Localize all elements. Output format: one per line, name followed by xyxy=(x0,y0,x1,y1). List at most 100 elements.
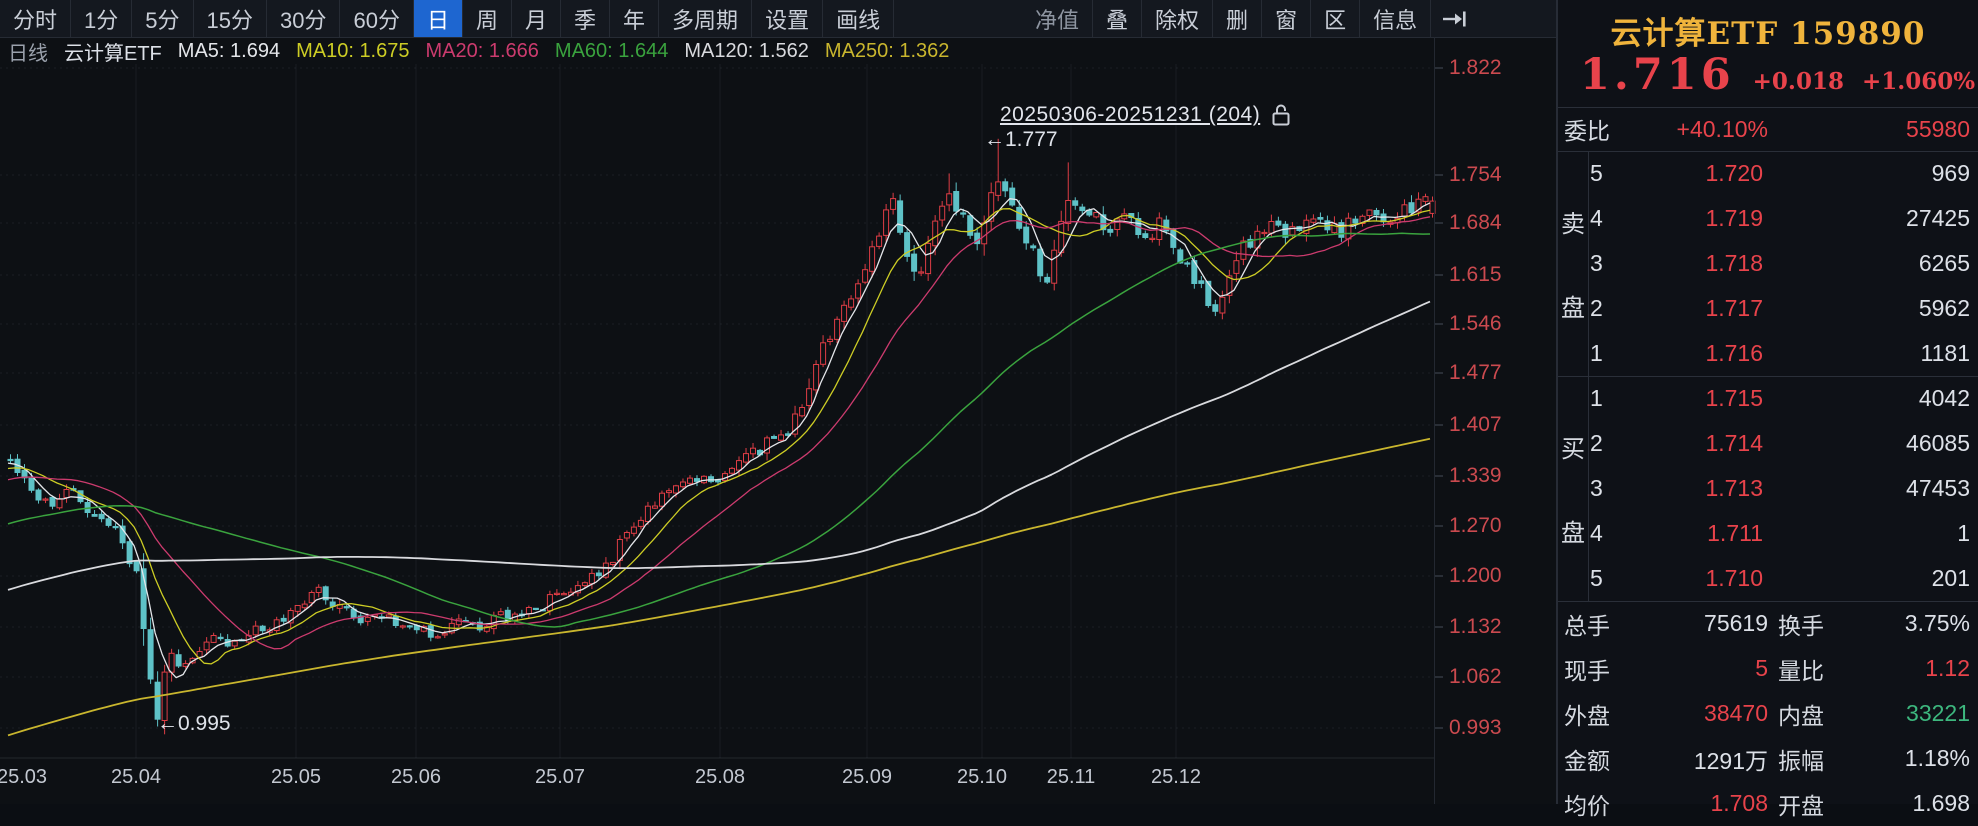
price-tick-label: 1.407 xyxy=(1449,413,1502,436)
weibi-value: +40.10% xyxy=(1676,115,1768,142)
symbol-title: 云计算ETF 159890 xyxy=(1610,16,1926,52)
book-level: 4 xyxy=(1590,520,1603,546)
period-button-60分[interactable]: 60分 xyxy=(340,0,414,37)
ma-legend-item: MA5: 1.694 xyxy=(177,40,281,62)
period-button-季[interactable]: 季 xyxy=(561,0,611,37)
book-row[interactable]: 1 1.716 1181 xyxy=(1588,331,1978,376)
ma-lines-layer xyxy=(7,198,1431,737)
tool-button-删[interactable]: 删 xyxy=(1213,0,1263,37)
divider xyxy=(1558,151,1978,152)
stat-row: 外盘 38470 内盘 33221 xyxy=(1558,691,1978,736)
book-row[interactable]: 1 1.715 4042 xyxy=(1588,376,1978,421)
bid-book: 买盘 1 1.715 4042 2 1.714 46085 3 1.713 47453 4 1.71… xyxy=(1558,376,1978,601)
candlestick-chart[interactable] xyxy=(0,0,1449,804)
period-button-5分[interactable]: 5分 xyxy=(132,0,194,37)
book-row[interactable]: 5 1.720 969 xyxy=(1588,151,1978,196)
ma-legend: MA5: 1.694 MA10: 1.675 MA20: 1.666 MA60: 1.… xyxy=(178,40,950,63)
price-tick-label: 1.200 xyxy=(1449,564,1502,587)
period-label: 日线 xyxy=(8,43,48,65)
book-level: 2 xyxy=(1590,295,1603,321)
time-tick-label: 25.10 xyxy=(956,766,1008,788)
book-price: 1.710 xyxy=(1705,565,1763,591)
candles-layer xyxy=(7,138,1436,735)
ma-legend-item: MA120: 1.562 xyxy=(684,40,809,62)
tool-button-叠[interactable]: 叠 xyxy=(1093,0,1143,37)
tool-button-区[interactable]: 区 xyxy=(1311,0,1361,37)
stat-value: 33221 xyxy=(1906,700,1970,726)
time-tick-label: 25.08 xyxy=(694,766,746,788)
quote-panel: 云计算ETF 159890 1.716 +0.018 +1.060% 委比 +4… xyxy=(1556,0,1978,819)
stats-rows: 总手 75619 换手 3.75% 现手 5 量比 1.12 外盘 38470 内盘 33221 金额 1… xyxy=(1558,601,1978,826)
date-range-header[interactable]: 20250306-20251231 (204) xyxy=(1000,103,1292,127)
book-row[interactable]: 3 1.713 47453 xyxy=(1588,466,1978,511)
price-change: +0.018 xyxy=(1752,68,1844,95)
divider xyxy=(1558,376,1978,377)
period-button-周[interactable]: 周 xyxy=(463,0,512,37)
price-row: 1.716 +0.018 +1.060% xyxy=(1580,50,1975,100)
ma-legend-item: MA60: 1.644 xyxy=(554,40,669,62)
period-button-1分[interactable]: 1分 xyxy=(71,0,133,37)
period-button-日[interactable]: 日 xyxy=(413,0,463,37)
book-row[interactable]: 2 1.717 5962 xyxy=(1588,286,1978,331)
time-tick-label: 25.07 xyxy=(534,766,586,788)
book-price: 1.720 xyxy=(1705,160,1763,186)
book-row[interactable]: 4 1.719 27425 xyxy=(1588,196,1978,241)
chart-legend: 日线 云计算ETF MA5: 1.694 MA10: 1.675 MA20: 1.6… xyxy=(8,39,950,65)
book-price: 1.715 xyxy=(1705,385,1763,411)
stat-label: 金额 xyxy=(1564,747,1610,774)
stat-label: 外盘 xyxy=(1564,702,1610,729)
book-row[interactable]: 4 1.711 1 xyxy=(1588,511,1978,556)
sell-side-label: 卖盘 xyxy=(1558,151,1588,376)
price-tick-label: 0.993 xyxy=(1449,716,1502,739)
tool-button-窗[interactable]: 窗 xyxy=(1262,0,1312,37)
period-toolbar: 分时 1分 5分 15分 30分 60分日周月季年多周期 设置 画线 xyxy=(0,0,895,37)
book-price: 1.714 xyxy=(1705,430,1763,456)
unlocked-padlock-icon[interactable] xyxy=(1270,103,1292,127)
price-tick-label: 1.132 xyxy=(1449,615,1502,638)
weicha-value: 55980 xyxy=(1906,115,1970,142)
book-side-divider xyxy=(1588,151,1589,601)
time-tick-label: 25.03 xyxy=(0,766,48,788)
book-level: 2 xyxy=(1590,430,1603,456)
stat-value: 38470 xyxy=(1704,700,1768,726)
book-level: 3 xyxy=(1590,475,1603,501)
buy-side-label: 买盘 xyxy=(1558,376,1588,601)
period-button-多周期[interactable]: 多周期 xyxy=(659,0,753,37)
period-button-分时[interactable]: 分时 xyxy=(0,0,72,37)
toolbar: 分时 1分 5分 15分 30分 60分日周月季年多周期 设置 画线 净值叠除权删窗区信息 xyxy=(0,0,1556,38)
book-level: 1 xyxy=(1590,340,1603,366)
time-tick-label: 25.11 xyxy=(1046,766,1096,788)
book-volume: 5962 xyxy=(1918,295,1970,321)
price-tick-label: 1.822 xyxy=(1449,56,1502,79)
stat-row: 金额 1291万 振幅 1.18% xyxy=(1558,736,1978,781)
book-price: 1.711 xyxy=(1707,520,1763,546)
price-tick-label: 1.546 xyxy=(1449,312,1502,335)
book-row[interactable]: 2 1.714 46085 xyxy=(1588,421,1978,466)
high-annotation: ←1.777 xyxy=(984,128,1058,151)
book-price: 1.718 xyxy=(1705,250,1763,276)
stat-label: 总手 xyxy=(1564,612,1610,639)
collapse-panel-icon[interactable] xyxy=(1431,0,1477,37)
price-tick-label: 1.062 xyxy=(1449,665,1502,688)
book-volume: 201 xyxy=(1931,565,1970,591)
period-button-画线[interactable]: 画线 xyxy=(823,0,895,37)
side-char: 卖 xyxy=(1561,210,1585,238)
book-level: 3 xyxy=(1590,250,1603,276)
tool-button-信息[interactable]: 信息 xyxy=(1360,0,1432,37)
period-button-年[interactable]: 年 xyxy=(610,0,660,37)
book-price: 1.713 xyxy=(1705,475,1763,501)
period-button-15分[interactable]: 15分 xyxy=(194,0,267,37)
period-button-月[interactable]: 月 xyxy=(512,0,562,37)
stat-value: 1291万 xyxy=(1693,747,1768,774)
book-row[interactable]: 3 1.718 6265 xyxy=(1588,241,1978,286)
price-tick-label: 1.754 xyxy=(1449,163,1502,186)
book-row[interactable]: 5 1.710 201 xyxy=(1588,556,1978,601)
last-price: 1.716 xyxy=(1580,50,1735,100)
tool-button-净值[interactable]: 净值 xyxy=(1022,0,1094,37)
period-button-设置[interactable]: 设置 xyxy=(752,0,824,37)
stat-value: 3.75% xyxy=(1904,610,1970,636)
book-level: 4 xyxy=(1590,205,1603,231)
period-button-30分[interactable]: 30分 xyxy=(267,0,341,37)
ask-book: 卖盘 5 1.720 969 4 1.719 27425 3 1.718 6265 2 1.717 5… xyxy=(1558,151,1978,376)
tool-button-除权[interactable]: 除权 xyxy=(1142,0,1214,37)
